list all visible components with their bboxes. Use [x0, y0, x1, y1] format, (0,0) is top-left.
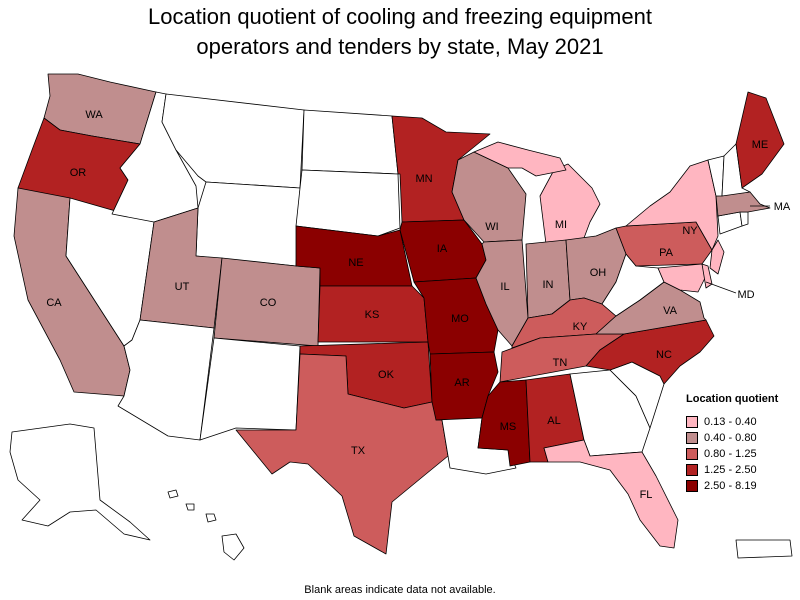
state-label-ia: IA	[437, 243, 448, 255]
legend: Location quotient 0.13 - 0.40 0.40 - 0.8…	[686, 393, 778, 494]
legend-swatch	[686, 464, 698, 476]
state-wi[interactable]	[451, 151, 527, 243]
state-wy[interactable]	[195, 181, 301, 267]
legend-swatch	[686, 416, 698, 428]
state-label-pa: PA	[659, 247, 674, 259]
state-label-tn: TN	[553, 357, 568, 369]
state-label-ne: NE	[348, 257, 363, 269]
state-az[interactable]	[117, 319, 215, 441]
state-label-mn: MN	[415, 173, 432, 185]
state-ak[interactable]	[9, 423, 151, 541]
legend-label: 0.13 - 0.40	[704, 416, 757, 428]
state-label-mo: MO	[451, 313, 469, 325]
state-label-al: AL	[547, 415, 560, 427]
legend-swatch	[686, 480, 698, 492]
state-nc[interactable]	[585, 319, 715, 385]
state-label-ny: NY	[682, 225, 698, 237]
state-nd[interactable]	[301, 109, 399, 175]
map-title: Location quotient of cooling and freezin…	[148, 4, 652, 59]
md-callout-line	[705, 281, 737, 294]
state-label-mi: MI	[555, 219, 567, 231]
state-label-ms: MS	[500, 421, 517, 433]
state-label-ut: UT	[175, 281, 190, 293]
legend-item: 1.25 - 2.50	[686, 462, 778, 478]
state-mi-upper[interactable]	[473, 141, 567, 177]
state-hi[interactable]	[167, 489, 245, 561]
legend-item: 0.80 - 1.25	[686, 446, 778, 462]
state-pr[interactable]	[735, 539, 793, 559]
state-ms[interactable]	[477, 379, 531, 467]
state-label-ca: CA	[46, 297, 62, 309]
state-label-ar: AR	[454, 377, 469, 389]
state-label-wi: WI	[485, 221, 498, 233]
state-label-co: CO	[260, 297, 277, 309]
state-label-ks: KS	[365, 309, 380, 321]
state-label-me: ME	[752, 139, 769, 151]
state-label-oh: OH	[590, 267, 607, 279]
state-nm[interactable]	[199, 337, 301, 441]
legend-title: Location quotient	[686, 393, 779, 405]
state-label-nc: NC	[656, 349, 672, 361]
legend-label: 0.40 - 0.80	[704, 432, 757, 444]
state-label-tx: TX	[351, 445, 366, 457]
legend-label: 0.80 - 1.25	[704, 448, 757, 460]
state-me[interactable]	[735, 91, 785, 189]
state-label-wa: WA	[85, 109, 103, 121]
footnote: Blank areas indicate data not available.	[304, 584, 496, 596]
state-label-md: MD	[737, 289, 754, 301]
state-label-ma: MA	[774, 201, 791, 213]
legend-swatch	[686, 432, 698, 444]
state-label-fl: FL	[640, 489, 653, 501]
state-label-in: IN	[543, 279, 554, 291]
state-il[interactable]	[475, 239, 529, 347]
legend-label: 1.25 - 2.50	[704, 464, 757, 476]
legend-item: 0.40 - 0.80	[686, 430, 778, 446]
state-mi[interactable]	[539, 163, 601, 245]
state-label-or: OR	[70, 167, 87, 179]
state-label-il: IL	[500, 281, 509, 293]
legend-swatch	[686, 448, 698, 460]
state-sd[interactable]	[295, 169, 401, 237]
legend-item: 0.13 - 0.40	[686, 414, 778, 430]
state-ma[interactable]	[715, 191, 771, 217]
legend-item: 2.50 - 8.19	[686, 478, 778, 494]
state-label-va: VA	[663, 305, 678, 317]
state-label-ok: OK	[378, 369, 395, 381]
state-label-ky: KY	[573, 321, 588, 333]
state-nh[interactable]	[721, 143, 751, 197]
state-fl[interactable]	[543, 439, 679, 549]
state-nj[interactable]	[709, 239, 725, 275]
legend-label: 2.50 - 8.19	[704, 480, 757, 492]
state-tx[interactable]	[235, 353, 449, 555]
